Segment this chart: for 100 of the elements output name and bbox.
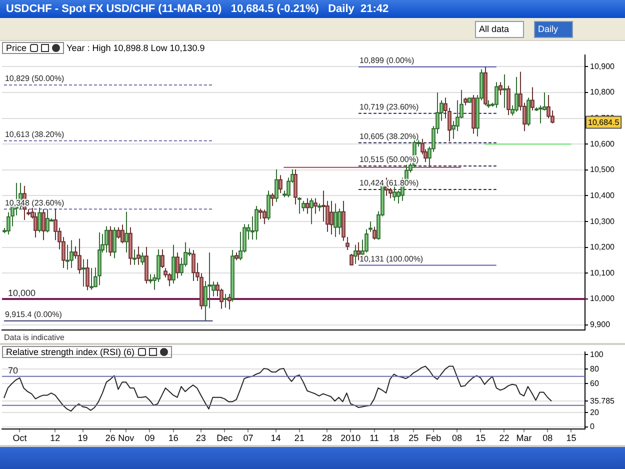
ref-line-label: 10,000 <box>8 288 36 298</box>
candlestick <box>350 253 354 266</box>
x-tick-label: 26 <box>105 433 116 444</box>
candlestick <box>530 86 534 112</box>
candlestick <box>278 174 282 194</box>
y-tick-label: 10,900 <box>590 62 616 71</box>
candlestick <box>120 224 124 244</box>
x-tick-label: Oct <box>12 433 28 444</box>
ref-line-label: 70 <box>8 365 18 376</box>
candlestick <box>124 211 128 254</box>
y-tick-label: 100 <box>590 350 604 359</box>
candlestick <box>330 200 334 235</box>
candlestick <box>494 82 498 108</box>
y-tick-label: 10,800 <box>590 88 616 97</box>
x-tick-label: 23 <box>196 433 206 444</box>
candlestick <box>136 246 140 266</box>
candlestick <box>132 248 136 266</box>
text: Data is indicative <box>4 333 64 342</box>
candlestick <box>82 258 86 288</box>
candlestick <box>502 74 506 108</box>
text: All data <box>475 21 524 38</box>
x-tick-label: 15 <box>476 433 486 444</box>
candlestick <box>254 206 258 240</box>
candlestick <box>160 248 164 269</box>
y-tick-label: 60 <box>590 378 600 388</box>
text: Year : High 10,898.8 Low 10,130.9 <box>66 43 205 53</box>
x-tick-label: 08 <box>542 433 553 444</box>
y-tick-label: 10,600 <box>590 139 616 148</box>
x-tick-label: 14 <box>270 433 281 444</box>
y-tick-label: 10,400 <box>590 190 616 200</box>
x-tick-label: Mar <box>516 433 532 444</box>
x-tick-label: 21 <box>294 433 304 444</box>
x-tick-label: 15 <box>566 433 576 444</box>
candlestick <box>266 190 270 220</box>
candlestick <box>42 208 46 241</box>
candlestick <box>514 76 518 112</box>
candlestick <box>302 200 306 212</box>
candlestick <box>306 198 310 214</box>
candlestick <box>86 258 90 291</box>
candlestick <box>46 208 50 233</box>
y-tick-label: 10,500 <box>590 165 616 174</box>
x-tick-label: Feb <box>426 433 442 444</box>
x-tick-label: 19 <box>78 433 88 444</box>
candlestick <box>224 293 228 308</box>
text: Daily <box>534 21 574 38</box>
candlestick <box>364 228 368 254</box>
x-tick-label: 07 <box>243 433 254 444</box>
candlestick <box>526 97 530 127</box>
y-tick-label: 35.785 <box>590 396 616 406</box>
y-tick-label: 80 <box>590 364 600 374</box>
candlestick <box>192 249 196 282</box>
candlestick <box>112 226 116 259</box>
candlestick <box>334 202 338 238</box>
candlestick <box>294 168 298 206</box>
candlestick <box>70 240 74 269</box>
series-label: 10,829 (50.00%) <box>4 74 64 84</box>
x-tick-label: 25 <box>408 433 419 444</box>
x-tick-label: 22 <box>499 433 510 444</box>
candlestick <box>66 244 70 270</box>
x-tick-label: 09 <box>144 433 155 444</box>
y-tick-label: 10,200 <box>590 242 616 252</box>
x-tick-label: 18 <box>388 433 399 444</box>
candlestick <box>90 268 94 290</box>
x-tick-label: Nov <box>118 433 135 444</box>
candlestick <box>262 209 266 225</box>
y-tick-label: 10,100 <box>590 268 616 278</box>
candlestick <box>356 242 360 261</box>
x-tick-label: 08 <box>452 433 462 444</box>
series-label: 9,915.4 (0.00%) <box>4 310 62 320</box>
candlestick <box>314 198 318 214</box>
candlestick <box>78 238 82 274</box>
candlestick <box>228 293 232 310</box>
x-tick-label: 12 <box>50 433 60 444</box>
series-label: 10,613 (38.20%) <box>4 130 64 139</box>
candlestick <box>372 226 376 240</box>
y-tick-label: 10,300 <box>590 216 616 226</box>
chart-title: USDCHF - Spot FX USD/CHF (11-MAR-10) 10,684.5 (-0.21%) Daily 21:42 <box>0 0 625 18</box>
candlestick <box>270 192 274 207</box>
candlestick <box>116 226 120 240</box>
x-tick-label: 11 <box>370 433 379 444</box>
x-tick-label: 2010 <box>340 433 361 444</box>
candlestick <box>104 226 108 254</box>
candlestick <box>298 196 302 214</box>
y-tick-label: 9,900 <box>590 320 611 330</box>
x-tick-label: Dec <box>216 433 234 444</box>
annotation: 10,684.5 <box>588 118 620 127</box>
candlestick <box>176 252 180 279</box>
series-label: 10,899 (0.00%) <box>359 56 415 66</box>
series-label: 10,719 (23.60%) <box>359 102 419 112</box>
candlestick <box>38 207 42 233</box>
candlestick <box>506 85 510 116</box>
y-tick-label: 0 <box>590 422 595 432</box>
series-label: 10,131 (100.00%) <box>359 254 424 264</box>
x-tick-label: 16 <box>168 433 178 444</box>
candlestick <box>172 244 176 284</box>
candlestick <box>498 82 502 96</box>
candlestick <box>310 198 314 225</box>
candlestick <box>274 168 278 202</box>
candlestick <box>538 104 542 124</box>
chart-title: Relative strength index (RSI) (6) <box>6 347 135 357</box>
